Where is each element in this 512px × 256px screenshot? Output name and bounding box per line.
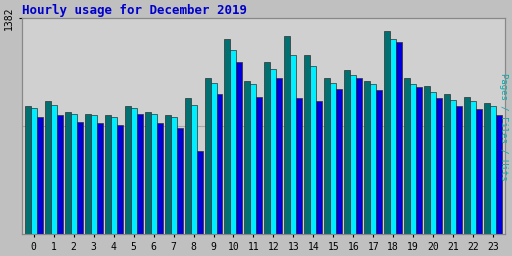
Bar <box>164 115 170 234</box>
Bar <box>376 90 382 234</box>
Bar <box>356 78 362 234</box>
Bar <box>404 78 410 234</box>
Bar <box>436 98 442 234</box>
Bar <box>250 84 257 234</box>
Bar <box>396 42 402 234</box>
Bar <box>131 108 137 234</box>
Bar <box>137 114 143 234</box>
Bar <box>51 104 57 234</box>
Bar <box>77 122 83 234</box>
Bar <box>217 94 223 234</box>
Bar <box>45 101 51 234</box>
Bar <box>470 101 476 234</box>
Bar <box>104 115 111 234</box>
Bar <box>336 89 343 234</box>
Bar <box>330 83 336 234</box>
Bar <box>276 78 283 234</box>
Bar <box>270 69 276 234</box>
Bar <box>450 100 456 234</box>
Bar <box>430 92 436 234</box>
Bar <box>304 55 310 234</box>
Bar <box>490 106 496 234</box>
Bar <box>204 78 210 234</box>
Bar <box>264 62 270 234</box>
Bar <box>170 117 177 234</box>
Bar <box>57 115 63 234</box>
Bar <box>124 106 131 234</box>
Bar <box>84 114 91 234</box>
Bar <box>476 109 482 234</box>
Bar <box>237 62 243 234</box>
Bar <box>224 39 230 234</box>
Bar <box>25 106 31 234</box>
Bar <box>416 87 422 234</box>
Bar <box>71 114 77 234</box>
Bar <box>111 117 117 234</box>
Bar <box>464 97 470 234</box>
Bar <box>484 103 490 234</box>
Bar <box>230 50 237 234</box>
Bar <box>310 66 316 234</box>
Bar <box>296 98 303 234</box>
Y-axis label: Pages / Files / Hits: Pages / Files / Hits <box>499 72 508 180</box>
Bar <box>151 114 157 234</box>
Bar <box>97 123 103 234</box>
Bar <box>316 101 323 234</box>
Bar <box>324 78 330 234</box>
Bar <box>257 97 263 234</box>
Bar <box>410 84 416 234</box>
Bar <box>157 123 163 234</box>
Bar <box>244 81 250 234</box>
Bar <box>31 108 37 234</box>
Bar <box>290 55 296 234</box>
Text: Hourly usage for December 2019: Hourly usage for December 2019 <box>22 4 247 17</box>
Bar <box>370 84 376 234</box>
Bar <box>197 151 203 234</box>
Bar <box>284 36 290 234</box>
Bar <box>184 98 190 234</box>
Bar <box>390 39 396 234</box>
Bar <box>117 125 123 234</box>
Bar <box>37 117 43 234</box>
Bar <box>210 83 217 234</box>
Bar <box>496 115 502 234</box>
Bar <box>424 86 430 234</box>
Bar <box>177 128 183 234</box>
Bar <box>364 81 370 234</box>
Bar <box>144 112 151 234</box>
Bar <box>344 70 350 234</box>
Bar <box>350 75 356 234</box>
Bar <box>444 94 450 234</box>
Bar <box>384 31 390 234</box>
Bar <box>190 104 197 234</box>
Bar <box>65 112 71 234</box>
Bar <box>456 106 462 234</box>
Bar <box>91 115 97 234</box>
